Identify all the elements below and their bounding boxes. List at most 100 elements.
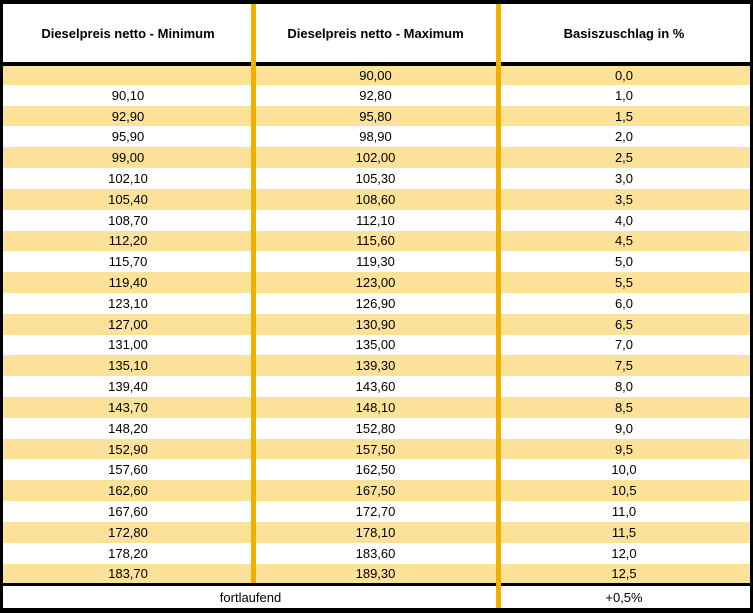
- cell-max: 92,80: [359, 87, 392, 103]
- table-row: 143,70 148,10 8,5: [3, 397, 750, 418]
- column-separator-min-max: [251, 4, 256, 583]
- cell-pct: 11,0: [611, 503, 637, 519]
- cell-min: 143,70: [108, 399, 148, 415]
- header-base-surcharge: Basiszuschlag in %: [498, 4, 750, 66]
- cell-pct: 10,0: [611, 462, 637, 478]
- table-row: 148,20 152,80 9,0: [3, 417, 750, 439]
- price-table: Dieselpreis netto - Minimum Dieselpreis …: [3, 4, 750, 608]
- table-row: 162,60 167,50 10,5: [3, 480, 750, 502]
- table-row: 183,70 189,30 12,5: [3, 563, 750, 585]
- table-row: 99,00 102,00 2,5: [3, 147, 750, 169]
- cell-pct: 8,0: [614, 379, 634, 395]
- cell-pct: 10,5: [611, 483, 637, 499]
- table-row: 119,40 123,00 5,5: [3, 272, 750, 293]
- column-separator-max-pct: [496, 4, 501, 608]
- cell-min: 152,90: [108, 441, 148, 457]
- table-row: 90,00 0,0: [3, 64, 750, 85]
- cell-min: 139,40: [108, 379, 148, 395]
- cell-max: 115,60: [356, 233, 395, 249]
- table-header: Dieselpreis netto - Minimum Dieselpreis …: [3, 4, 750, 66]
- table-row: 123,10 126,90 6,0: [3, 292, 750, 314]
- cell-min: 105,40: [108, 191, 148, 207]
- cell-max: 108,60: [355, 191, 396, 207]
- table-row: 178,20 183,60 12,0: [3, 542, 750, 564]
- footer-continuation-label: fortlaufend: [3, 583, 498, 608]
- cell-max: 148,10: [355, 399, 396, 415]
- cell-min: 119,40: [108, 275, 148, 291]
- table-row: 127,00 130,90 6,5: [3, 313, 750, 335]
- cell-min: 135,10: [108, 358, 148, 374]
- cell-pct: 12,0: [611, 545, 637, 561]
- cell-max: 143,60: [355, 379, 396, 395]
- cell-max: 90,00: [359, 67, 392, 83]
- header-diesel-min: Dieselpreis netto - Minimum: [3, 4, 253, 66]
- cell-pct: 8,5: [614, 399, 634, 415]
- cell-pct: 5,0: [614, 254, 634, 270]
- cell-pct: 11,5: [611, 524, 637, 540]
- cell-max: 139,30: [355, 358, 396, 374]
- cell-max: 162,50: [355, 462, 396, 478]
- cell-pct: 7,5: [614, 358, 634, 374]
- table-row: 105,40 108,60 3,5: [3, 188, 750, 210]
- cell-min: 148,20: [108, 420, 148, 436]
- cell-max: 183,60: [355, 545, 396, 561]
- cell-pct: 2,5: [614, 150, 634, 166]
- cell-min: 172,80: [108, 524, 148, 540]
- table-row: 167,60 172,70 11,0: [3, 501, 750, 522]
- cell-min: 92,90: [111, 108, 145, 124]
- cell-min: 131,00: [108, 337, 148, 353]
- cell-pct: 2,0: [614, 129, 634, 145]
- cell-min: 115,70: [108, 254, 148, 270]
- cell-max: 95,80: [359, 108, 392, 124]
- cell-pct: 4,5: [614, 233, 634, 249]
- cell-max: 98,90: [359, 129, 392, 145]
- table-row: 115,70 119,30 5,0: [3, 251, 750, 273]
- cell-min: 90,10: [111, 87, 145, 103]
- table-row: 152,90 157,50 9,5: [3, 438, 750, 460]
- cell-pct: 0,0: [614, 67, 634, 83]
- table-row: 135,10 139,30 7,5: [3, 355, 750, 377]
- cell-min: 157,60: [108, 462, 148, 478]
- cell-min: 108,70: [108, 212, 148, 228]
- cell-pct: 3,5: [614, 191, 634, 207]
- cell-min: 102,10: [108, 170, 148, 186]
- header-diesel-max: Dieselpreis netto - Maximum: [253, 4, 498, 66]
- cell-pct: 6,0: [614, 295, 634, 311]
- table-row: 157,60 162,50 10,0: [3, 459, 750, 481]
- cell-pct: 3,0: [614, 170, 634, 186]
- cell-max: 172,70: [355, 503, 396, 519]
- table-row: 139,40 143,60 8,0: [3, 376, 750, 397]
- table-row: 108,70 112,10 4,0: [3, 209, 750, 231]
- cell-min: 178,20: [108, 545, 148, 561]
- cell-pct: 4,0: [614, 212, 634, 228]
- cell-min: 162,60: [108, 483, 148, 499]
- table-footer: fortlaufend +0,5%: [3, 583, 750, 608]
- footer-surcharge-step: +0,5%: [498, 583, 750, 608]
- cell-max: 119,30: [356, 254, 395, 270]
- table-row: 112,20 115,60 4,5: [3, 230, 750, 252]
- cell-pct: 9,0: [614, 420, 634, 436]
- cell-max: 105,30: [355, 170, 396, 186]
- cell-min: 112,20: [108, 233, 148, 249]
- cell-max: 135,00: [355, 337, 396, 353]
- cell-pct: 1,0: [614, 87, 634, 103]
- cell-pct: 6,5: [614, 316, 634, 332]
- cell-max: 102,00: [355, 150, 396, 166]
- table-row: 90,10 92,80 1,0: [3, 84, 750, 106]
- table-row: 131,00 135,00 7,0: [3, 334, 750, 356]
- cell-min: 95,90: [111, 129, 145, 145]
- cell-max: 152,80: [355, 420, 396, 436]
- table-row: 92,90 95,80 1,5: [3, 105, 750, 127]
- table-body: 90,00 0,0 90,10 92,80 1,0 92,90 95,80 1,5 95,90 9…: [3, 64, 750, 585]
- cell-pct: 9,5: [614, 441, 634, 457]
- cell-min: [3, 64, 253, 85]
- cell-max: 130,90: [355, 316, 396, 332]
- table-row: 95,90 98,90 2,0: [3, 126, 750, 148]
- cell-max: 112,10: [356, 212, 395, 228]
- table-row: 102,10 105,30 3,0: [3, 168, 750, 189]
- cell-max: 157,50: [355, 441, 396, 457]
- cell-max: 126,90: [355, 295, 396, 311]
- table-row: 172,80 178,10 11,5: [3, 521, 750, 543]
- cell-max: 123,00: [355, 275, 396, 291]
